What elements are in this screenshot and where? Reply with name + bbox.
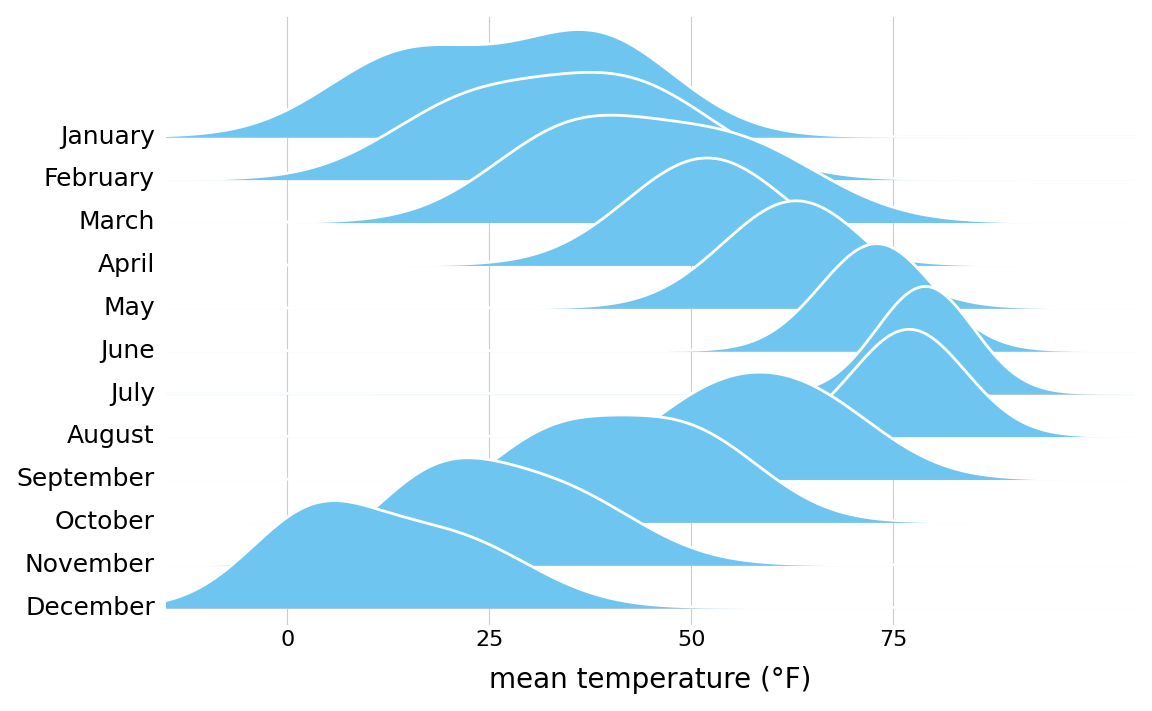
Polygon shape (166, 115, 1136, 223)
Polygon shape (166, 287, 1136, 394)
Polygon shape (166, 501, 1136, 608)
Polygon shape (166, 73, 1136, 179)
Polygon shape (166, 201, 1136, 308)
X-axis label: mean temperature (°F): mean temperature (°F) (490, 666, 812, 695)
Polygon shape (166, 415, 1136, 522)
Polygon shape (166, 244, 1136, 351)
Polygon shape (166, 458, 1136, 565)
Polygon shape (166, 158, 1136, 265)
Polygon shape (166, 329, 1136, 437)
Polygon shape (166, 372, 1136, 479)
Polygon shape (166, 30, 1136, 137)
